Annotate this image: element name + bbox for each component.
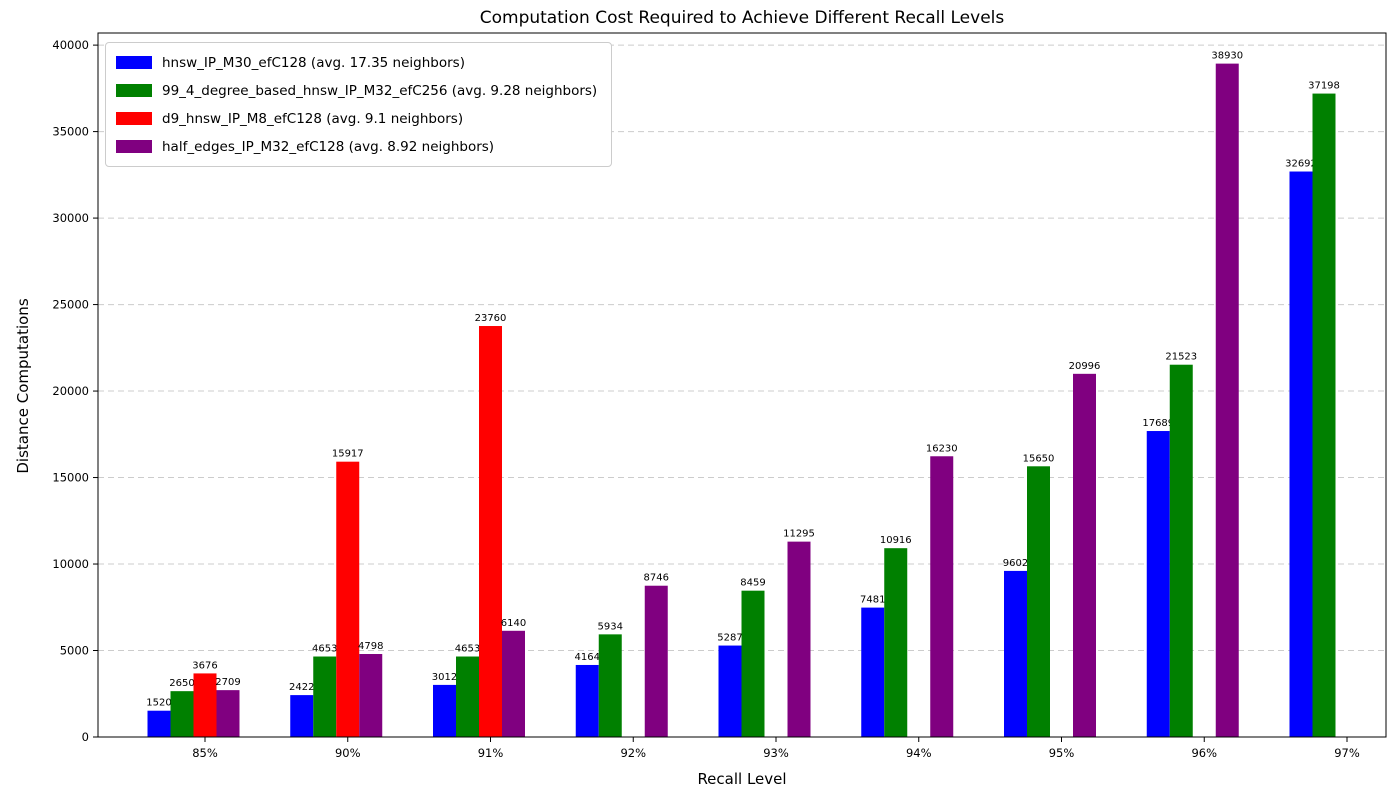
bar-series1-91%	[456, 656, 479, 737]
x-tick-label: 90%	[335, 746, 361, 760]
y-tick-label: 25000	[52, 298, 89, 312]
bar-series2-90%	[336, 461, 360, 737]
bar-series3-96%	[1215, 63, 1239, 738]
bar-value-label: 2709	[215, 677, 240, 688]
bar-series0-90%	[290, 695, 314, 737]
y-tick-label: 0	[82, 730, 89, 744]
x-tick-label: 85%	[192, 746, 218, 760]
bar-value-label: 2650	[169, 678, 194, 689]
legend-swatch	[116, 112, 152, 125]
x-axis-title: Recall Level	[697, 770, 787, 788]
x-tick-label: 94%	[906, 746, 932, 760]
legend-entry-1: 99_4_degree_based_hnsw_IP_M32_efC256 (av…	[116, 80, 597, 101]
bar-value-label: 8746	[644, 573, 669, 584]
bar-value-label: 23760	[475, 313, 507, 324]
bar-series0-95%	[1004, 570, 1027, 737]
bar-series3-90%	[359, 654, 383, 737]
x-tick-label: 97%	[1334, 746, 1360, 760]
legend: hnsw_IP_M30_efC128 (avg. 17.35 neighbors…	[105, 42, 613, 167]
bar-value-label: 37198	[1308, 81, 1340, 92]
bar-series0-96%	[1146, 431, 1170, 737]
bar-value-label: 11295	[783, 529, 815, 540]
bar-series0-85%	[147, 710, 171, 737]
x-tick-label: 96%	[1191, 746, 1217, 760]
bar-value-label: 5287	[717, 633, 742, 644]
bar-value-label: 10916	[880, 535, 912, 546]
bar-series1-92%	[598, 634, 622, 737]
bar-value-label: 5934	[598, 621, 623, 632]
bar-value-label: 38930	[1211, 51, 1243, 62]
bar-value-label: 1520	[146, 698, 171, 709]
bar-series0-94%	[861, 607, 885, 737]
bar-series0-93%	[718, 645, 742, 737]
y-tick-label: 30000	[52, 211, 89, 225]
bar-value-label: 7481	[860, 595, 885, 606]
legend-swatch	[116, 56, 152, 69]
bar-series2-91%	[479, 326, 502, 737]
bar-series3-94%	[930, 456, 954, 737]
bar-value-label: 15917	[332, 449, 364, 460]
bar-value-label: 8459	[740, 578, 765, 589]
chart-title: Computation Cost Required to Achieve Dif…	[479, 8, 1005, 28]
bar-series3-85%	[216, 690, 240, 737]
bar-value-label: 20996	[1069, 361, 1101, 372]
legend-entry-3: half_edges_IP_M32_efC128 (avg. 8.92 neig…	[116, 136, 597, 157]
bar-series3-95%	[1073, 373, 1096, 737]
y-tick-label: 40000	[52, 38, 89, 52]
bar-series3-92%	[644, 585, 668, 737]
bar-series0-91%	[433, 684, 456, 737]
bar-series0-92%	[575, 664, 599, 737]
legend-entry-0: hnsw_IP_M30_efC128 (avg. 17.35 neighbors…	[116, 52, 597, 73]
bar-series1-95%	[1027, 466, 1050, 737]
bar-series3-91%	[502, 630, 525, 737]
bar-series1-97%	[1312, 93, 1336, 737]
x-tick-label: 95%	[1049, 746, 1075, 760]
bar-value-label: 4653	[312, 644, 337, 655]
x-tick-label: 93%	[763, 746, 789, 760]
legend-label: 99_4_degree_based_hnsw_IP_M32_efC256 (av…	[162, 82, 598, 99]
bar-series1-93%	[741, 590, 765, 737]
legend-label: d9_hnsw_IP_M8_efC128 (avg. 9.1 neighbors…	[162, 110, 464, 127]
bar-value-label: 4164	[575, 652, 600, 663]
bar-value-label: 15650	[1023, 453, 1055, 464]
legend-label: hnsw_IP_M30_efC128 (avg. 17.35 neighbors…	[162, 54, 465, 71]
bar-value-label: 3012	[432, 672, 457, 683]
bar-series3-93%	[787, 541, 811, 737]
y-tick-label: 20000	[52, 384, 89, 398]
bar-value-label: 4798	[358, 641, 383, 652]
bar-value-label: 9602	[1003, 558, 1028, 569]
legend-swatch	[116, 84, 152, 97]
bar-value-label: 4653	[455, 644, 480, 655]
bar-series2-85%	[193, 673, 217, 737]
bar-series1-90%	[313, 656, 337, 737]
bar-value-label: 2422	[289, 682, 314, 693]
bar-value-label: 16230	[926, 443, 958, 454]
bar-value-label: 21523	[1165, 352, 1197, 363]
plot-border	[97, 32, 1387, 738]
legend-label: half_edges_IP_M32_efC128 (avg. 8.92 neig…	[162, 138, 495, 155]
bar-value-label: 6140	[501, 618, 526, 629]
bar-series1-96%	[1169, 364, 1193, 737]
bar-value-label: 3676	[192, 660, 217, 671]
y-tick-label: 5000	[60, 644, 89, 658]
bar-value-label: 17689	[1142, 418, 1174, 429]
y-tick-label: 10000	[52, 557, 89, 571]
bar-series0-97%	[1289, 171, 1313, 738]
bar-value-label: 32692	[1285, 159, 1317, 170]
bar-series1-94%	[884, 548, 908, 737]
legend-swatch	[116, 140, 152, 153]
x-tick-label: 92%	[620, 746, 646, 760]
y-tick-label: 35000	[52, 125, 89, 139]
bar-series1-85%	[170, 691, 194, 737]
y-tick-label: 15000	[52, 471, 89, 485]
legend-entry-2: d9_hnsw_IP_M8_efC128 (avg. 9.1 neighbors…	[116, 108, 597, 129]
x-tick-label: 91%	[478, 746, 504, 760]
